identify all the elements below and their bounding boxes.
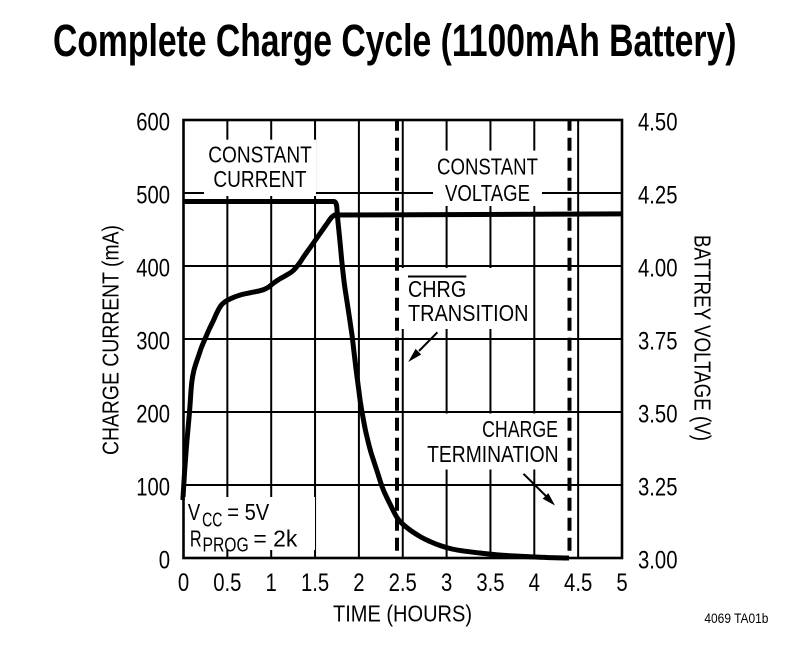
svg-text:TERMINATION: TERMINATION (427, 441, 559, 467)
svg-text:CHARGE: CHARGE (482, 416, 558, 442)
svg-text:CC: CC (202, 509, 222, 531)
svg-text:400: 400 (136, 255, 170, 283)
svg-text:V: V (188, 499, 201, 525)
svg-text:CONSTANT: CONSTANT (208, 142, 312, 168)
svg-text:2: 2 (353, 569, 364, 597)
svg-text:4.25: 4.25 (638, 182, 678, 210)
svg-text:= 2k: = 2k (253, 526, 297, 552)
svg-text:2.5: 2.5 (389, 569, 417, 597)
svg-text:= 5V: = 5V (227, 499, 270, 525)
svg-text:TIME (HOURS): TIME (HOURS) (333, 601, 472, 627)
svg-text:600: 600 (136, 109, 170, 137)
svg-text:3: 3 (441, 569, 452, 597)
svg-text:0: 0 (159, 547, 170, 575)
svg-text:3.25: 3.25 (638, 474, 678, 502)
svg-text:100: 100 (136, 474, 170, 502)
svg-text:200: 200 (136, 401, 170, 429)
svg-text:300: 300 (136, 328, 170, 356)
svg-text:BATTREY VOLTAGE (V): BATTREY VOLTAGE (V) (690, 235, 716, 441)
svg-text:R: R (190, 526, 202, 552)
svg-text:Complete Charge Cycle (1100mAh: Complete Charge Cycle (1100mAh Battery) (53, 15, 737, 66)
svg-text:CHRG: CHRG (408, 276, 466, 302)
svg-text:0: 0 (178, 569, 189, 597)
svg-text:CHARGE CURRENT (mA): CHARGE CURRENT (mA) (98, 225, 124, 455)
svg-text:4069 TA01b: 4069 TA01b (704, 610, 768, 626)
svg-text:5: 5 (616, 569, 627, 597)
svg-text:TRANSITION: TRANSITION (408, 300, 529, 326)
svg-text:CURRENT: CURRENT (213, 166, 306, 192)
svg-text:PROG: PROG (203, 535, 249, 557)
svg-text:1: 1 (266, 569, 277, 597)
svg-text:1.5: 1.5 (301, 569, 329, 597)
svg-text:3.5: 3.5 (476, 569, 504, 597)
svg-text:3.00: 3.00 (638, 547, 678, 575)
svg-text:0.5: 0.5 (213, 569, 241, 597)
svg-text:3.75: 3.75 (638, 328, 678, 356)
svg-text:VOLTAGE: VOLTAGE (445, 180, 530, 206)
svg-text:4: 4 (529, 569, 540, 597)
svg-text:4.5: 4.5 (564, 569, 592, 597)
svg-text:3.50: 3.50 (638, 401, 678, 429)
svg-text:CONSTANT: CONSTANT (437, 154, 538, 180)
svg-text:4.50: 4.50 (638, 109, 678, 137)
svg-text:500: 500 (136, 182, 170, 210)
svg-text:4.00: 4.00 (638, 255, 678, 283)
